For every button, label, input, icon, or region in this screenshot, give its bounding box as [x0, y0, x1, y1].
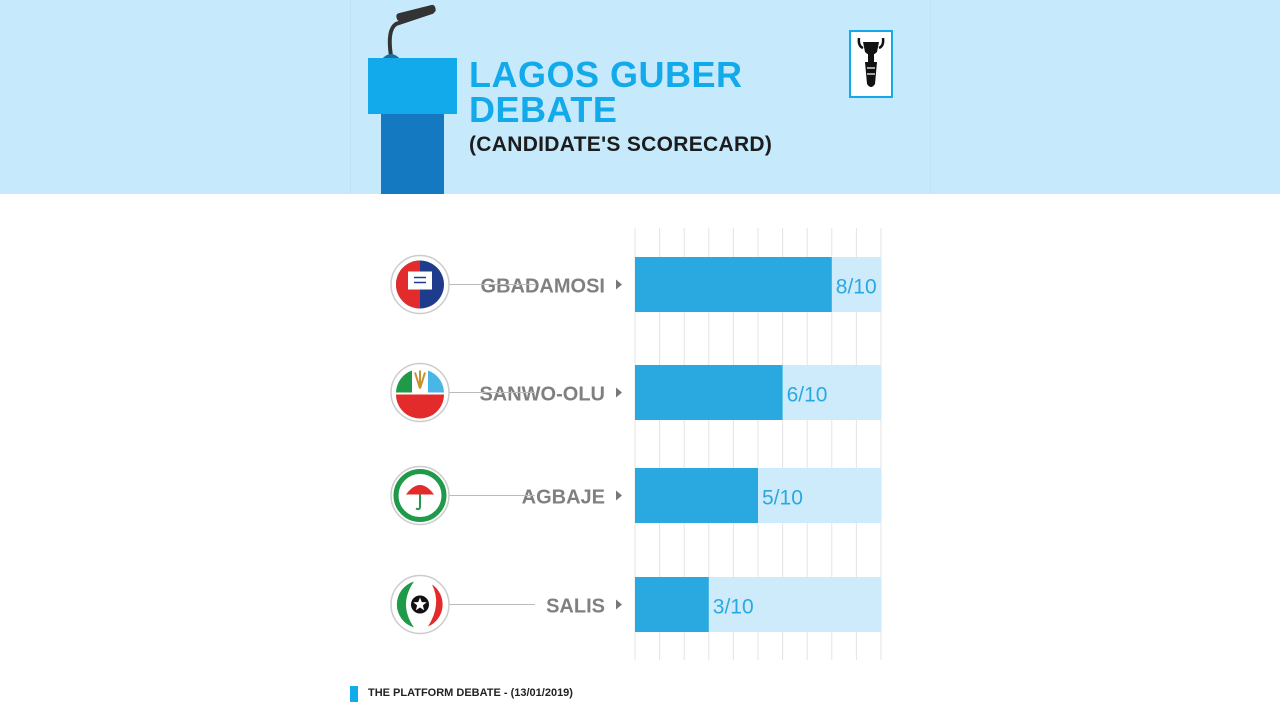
bar-value-label: 3/10	[713, 596, 754, 619]
podium-microphone-icon	[368, 4, 457, 194]
candidate-row: 3/10 SALIS	[390, 574, 881, 635]
adp-logo-icon	[390, 254, 450, 315]
chart-rows: 8/10 GBADAMOSI 6/10 SANWO-OLU 5/10 AGBAJE 3/10…	[390, 254, 881, 635]
candidate-row: 5/10 AGBAJE	[390, 465, 881, 526]
pdp-handle	[415, 494, 421, 511]
star-green	[396, 581, 414, 628]
candidate-row: 8/10 GBADAMOSI	[390, 254, 881, 315]
bar	[635, 577, 709, 632]
candidate-name: GBADAMOSI	[481, 276, 605, 298]
adp-lines	[414, 276, 426, 284]
arrow-right-icon	[616, 279, 622, 290]
apc-broom	[414, 370, 426, 389]
candidate-name: AGBAJE	[522, 487, 605, 509]
title-line-2: DEBATE	[469, 89, 618, 130]
header-card-left-edge	[350, 0, 351, 194]
footer-source: THE PLATFORM DEBATE - (13/01/2019)	[368, 687, 573, 699]
apc-red	[396, 394, 444, 419]
bar	[635, 365, 783, 420]
apc-logo-icon	[390, 362, 450, 423]
title-line-1: LAGOS GUBER	[469, 54, 743, 95]
bar-value-label: 6/10	[787, 384, 828, 407]
candidate-name: SALIS	[546, 596, 605, 618]
apc-green	[396, 370, 412, 393]
header-band	[0, 0, 1280, 194]
star-shape	[413, 597, 427, 611]
bar-value-label: 8/10	[836, 276, 877, 299]
header-card-right-edge	[930, 0, 931, 194]
footer-marker	[350, 686, 358, 702]
adp-paper	[408, 271, 432, 290]
scorecard-chart: 8/10 GBADAMOSI 6/10 SANWO-OLU 5/10 AGBAJE 3/10…	[390, 228, 882, 660]
candidate-name: SANWO-OLU	[479, 384, 605, 406]
star-party-logo-icon	[390, 574, 450, 635]
pdp-logo-icon	[390, 465, 450, 526]
publisher-logo	[849, 30, 893, 98]
pdp-umbrella	[406, 485, 434, 495]
subtitle: (CANDIDATE'S SCORECARD)	[469, 133, 773, 156]
candidate-row: 6/10 SANWO-OLU	[390, 362, 881, 423]
bar-value-label: 5/10	[762, 487, 803, 510]
arrow-right-icon	[616, 490, 622, 501]
publisher-logo-icon	[857, 37, 885, 87]
bar	[635, 468, 758, 523]
star-red	[428, 584, 443, 627]
arrow-right-icon	[616, 387, 622, 398]
apc-blue	[428, 370, 444, 393]
bar	[635, 257, 832, 312]
arrow-right-icon	[616, 599, 622, 610]
